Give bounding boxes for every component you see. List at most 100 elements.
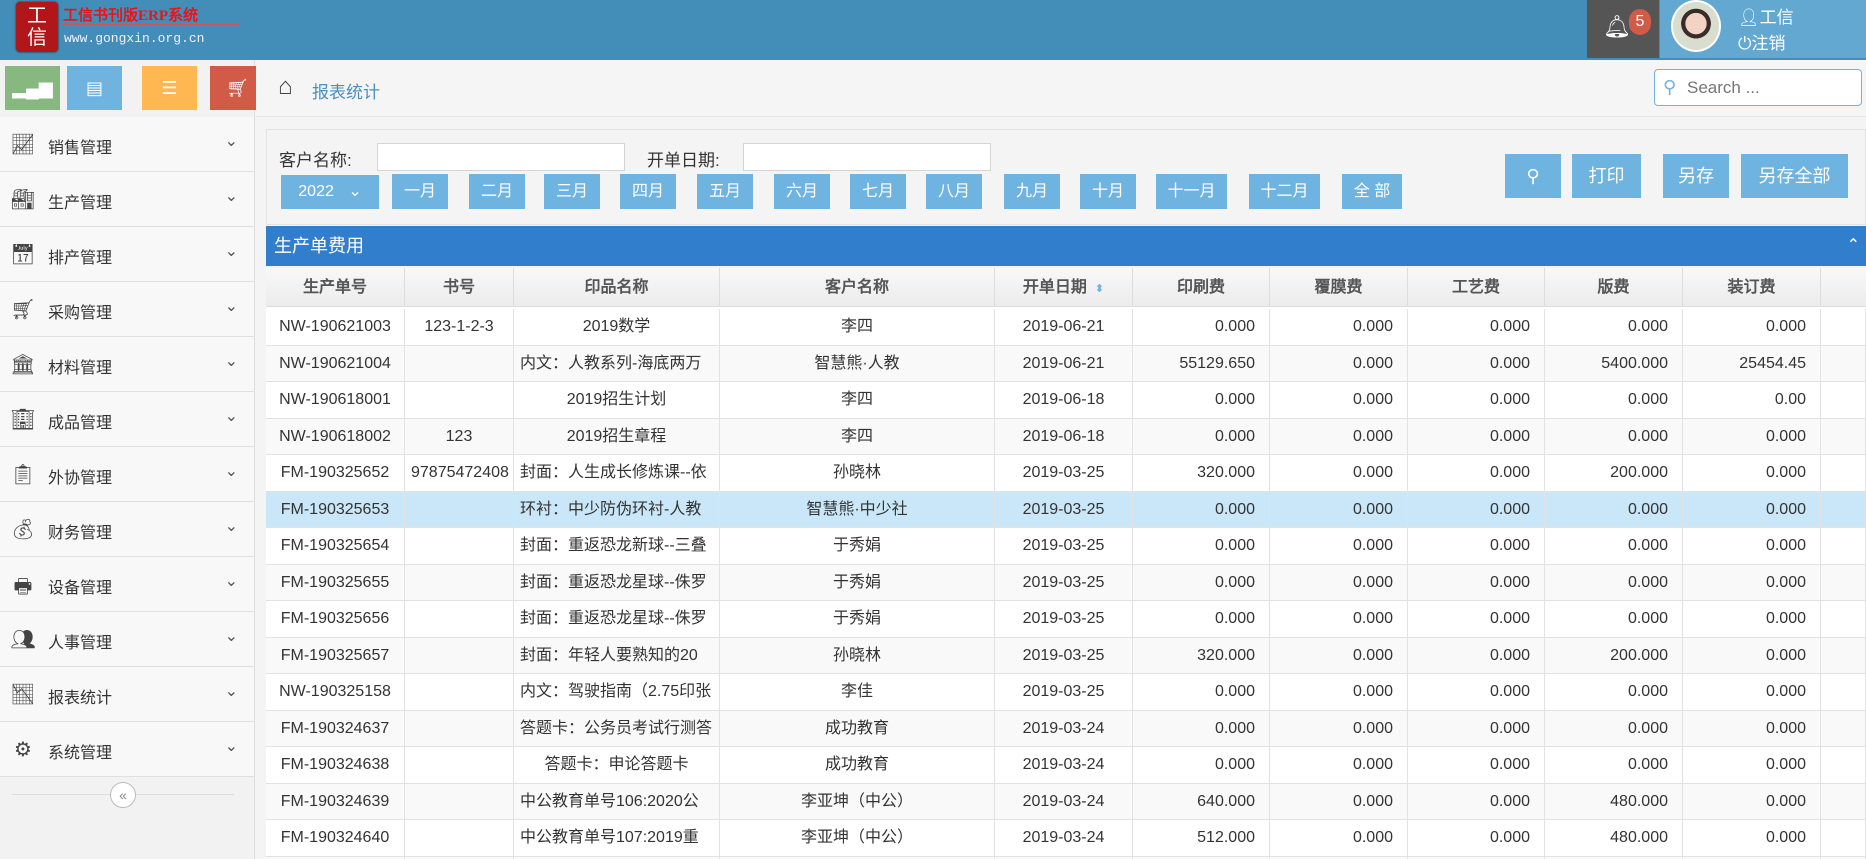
cart-icon: 🛒︎ <box>10 299 36 321</box>
table-cell <box>405 783 514 820</box>
home-icon[interactable]: ⌂ <box>278 73 293 100</box>
table-cell <box>1821 820 1866 856</box>
breadcrumb-current: 报表统计 <box>312 83 380 102</box>
notifications-button[interactable]: 🔔︎ 5 <box>1587 0 1659 58</box>
month-button-7[interactable]: 七月 <box>850 174 906 209</box>
month-button-6[interactable]: 六月 <box>774 174 830 209</box>
table-row[interactable]: FM-190325652 97875472408 封面：人生成长修炼课--依 孙晓林 2… <box>266 455 1866 492</box>
quick-button-newspaper[interactable]: ▤ <box>67 66 122 110</box>
sidebar-item-9[interactable]: 👥︎ 人事管理 ⌄ <box>0 612 254 667</box>
month-button-3[interactable]: 三月 <box>544 174 600 209</box>
customer-input[interactable] <box>377 143 625 171</box>
collapse-sidebar-button[interactable]: « <box>110 782 136 808</box>
column-header-label: 生产单号 <box>302 279 367 296</box>
print-button[interactable]: 打印 <box>1572 154 1641 198</box>
top-navbar: 工信 工信书刊版ERP系统 www.gongxin.org.cn 🔔︎ 5 👤︎… <box>0 0 1866 60</box>
table-row[interactable]: FM-190324640 中公教育单号107:2019重 李亚坤（中公） 2019-0… <box>266 820 1866 857</box>
sidebar-item-0[interactable]: 📈︎ 销售管理 ⌄ <box>0 117 254 172</box>
column-header[interactable]: 覆膜费 <box>1270 268 1408 307</box>
user-menu[interactable]: 👤︎工信 ⏻注销 <box>1660 0 1866 58</box>
table-cell: 2019-03-25 <box>995 637 1133 674</box>
table-row[interactable]: FM-190324639 中公教育单号106:2020公 李亚坤（中公） 2019-0… <box>266 783 1866 820</box>
table-cell: 0.000 <box>1270 601 1408 637</box>
sidebar-item-7[interactable]: 💰︎ 财务管理 ⌄ <box>0 502 254 557</box>
table-cell <box>405 710 514 747</box>
month-button-11[interactable]: 十一月 <box>1156 174 1227 209</box>
sort-icon[interactable]: ⬍ <box>1094 283 1105 295</box>
chevron-down-icon: ⌄ <box>224 738 238 755</box>
table-row[interactable]: FM-190324637 答题卡：公务员考试行测答 成功教育 2019-03-24 0.… <box>266 710 1866 747</box>
column-header[interactable]: 客户名称 <box>720 268 995 307</box>
month-button-1[interactable]: 一月 <box>392 174 448 209</box>
column-header[interactable]: 生产单号 <box>266 268 405 307</box>
table-row[interactable]: FM-190325655 封面：重返恐龙星球--侏罗 于秀娟 2019-03-25 0.… <box>266 564 1866 601</box>
sidebar-item-2[interactable]: 📅︎ 排产管理 ⌄ <box>0 227 254 282</box>
table-row[interactable]: FM-190325656 封面：重返恐龙星球--侏罗 于秀娟 2019-03-25 0.… <box>266 601 1866 638</box>
sidebar-item-3[interactable]: 🛒︎ 采购管理 ⌄ <box>0 282 254 337</box>
divider <box>62 24 240 25</box>
table-cell <box>405 564 514 601</box>
table-cell: 640.000 <box>1133 783 1270 820</box>
user-profile-link[interactable]: 👤︎工信 <box>1738 3 1794 28</box>
sidebar-item-1[interactable]: 🏭︎ 生产管理 ⌄ <box>0 172 254 227</box>
table-row[interactable]: NW-190325158 内文：驾驶指南（2.75印张 李佳 2019-03-25 0.… <box>266 674 1866 711</box>
table-cell: 封面：重返恐龙星球--侏罗 <box>514 564 720 601</box>
table-row[interactable]: NW-190621003 123-1-2-3 2019数学 李四 2019-06-21 0… <box>266 309 1866 346</box>
month-button-12[interactable]: 十二月 <box>1249 174 1320 209</box>
table-row[interactable]: FM-190325657 封面：年轻人要熟知的20 孙晓林 2019-03-25 320… <box>266 637 1866 674</box>
search-button[interactable]: ⚲ <box>1505 154 1561 198</box>
month-button-10[interactable]: 十月 <box>1080 174 1136 209</box>
quick-button-document[interactable]: ☰ <box>142 66 197 110</box>
sidebar-item-11[interactable]: ⚙ 系统管理 ⌄ <box>0 722 254 777</box>
table-row[interactable]: FM-190325654 封面：重返恐龙新球--三叠 于秀娟 2019-03-25 0.… <box>266 528 1866 565</box>
column-header[interactable]: 印品名称 <box>514 268 720 307</box>
quick-button-signal-bars[interactable]: ▂▄▆ <box>5 66 60 110</box>
table-cell: 于秀娟 <box>720 564 995 601</box>
sidebar-item-8[interactable]: 🖶 设备管理 ⌄ <box>0 557 254 612</box>
table-cell: 于秀娟 <box>720 528 995 564</box>
table-cell <box>1133 856 1270 859</box>
search-input[interactable] <box>1687 76 1857 100</box>
save-all-button[interactable]: 另存全部 <box>1741 154 1848 198</box>
column-header[interactable]: 开单日期 ⬍ <box>995 268 1133 307</box>
year-select[interactable]: 2022 ⌄ <box>281 175 379 209</box>
sidebar-item-4[interactable]: 🏛︎ 材料管理 ⌄ <box>0 337 254 392</box>
table-row[interactable]: NW-190621004 内文：人教系列-海底两万 智慧熊·人教 2019-06-21… <box>266 345 1866 382</box>
factory-icon: 🏭︎ <box>10 189 36 211</box>
search-icon: ⚲ <box>1663 77 1677 97</box>
table-cell: 2019-03-25 <box>995 564 1133 601</box>
table-row[interactable]: FM-190325653 环衬：中少防伪环衬-人教 智慧熊·中少社 2019-03-2… <box>266 491 1866 528</box>
month-button-13[interactable]: 全 部 <box>1342 174 1402 209</box>
search-box[interactable]: ⚲ <box>1654 69 1862 106</box>
table-cell: NW-190621004 <box>266 345 405 382</box>
date-input[interactable] <box>743 143 991 171</box>
table-row[interactable]: FM-190324638 答题卡：申论答题卡 成功教育 2019-03-24 0.000… <box>266 747 1866 784</box>
column-header[interactable]: 印刷费 <box>1133 268 1270 307</box>
table-row[interactable]: NW-190618002 123 2019招生章程 李四 2019-06-18 0.000… <box>266 418 1866 455</box>
table-cell <box>1821 710 1866 747</box>
column-header[interactable]: 书号 <box>405 268 514 307</box>
save-as-button[interactable]: 另存 <box>1663 154 1729 198</box>
quick-button-cart[interactable]: 🛒︎ <box>210 66 265 110</box>
month-button-5[interactable]: 五月 <box>697 174 753 209</box>
table-cell <box>405 601 514 637</box>
table-cell: 55129.650 <box>1133 345 1270 382</box>
chevron-down-icon: ⌄ <box>224 573 238 590</box>
month-button-4[interactable]: 四月 <box>620 174 676 209</box>
logout-link[interactable]: ⏻注销 <box>1738 29 1785 54</box>
sidebar-item-5[interactable]: 🏢︎ 成品管理 ⌄ <box>0 392 254 447</box>
table-row[interactable]: NW-190618001 2019招生计划 李四 2019-06-18 0.000 0.0… <box>266 382 1866 419</box>
month-button-8[interactable]: 八月 <box>926 174 982 209</box>
sidebar-item-6[interactable]: 📋︎ 外协管理 ⌄ <box>0 447 254 502</box>
sidebar-item-10[interactable]: 📉︎ 报表统计 ⌄ <box>0 667 254 722</box>
chevron-down-icon: ⌄ <box>224 298 238 315</box>
collapse-panel-icon[interactable]: ⌃ <box>1846 237 1860 254</box>
column-header[interactable]: 装订费 <box>1683 268 1821 307</box>
table-cell: 0.000 <box>1408 382 1545 418</box>
month-button-9[interactable]: 九月 <box>1004 174 1060 209</box>
column-header[interactable]: 版费 <box>1545 268 1683 307</box>
table-cell: 成功教育 <box>720 710 995 747</box>
column-header[interactable]: 工艺费 <box>1408 268 1545 307</box>
month-button-2[interactable]: 二月 <box>469 174 525 209</box>
avatar[interactable] <box>1671 0 1721 52</box>
